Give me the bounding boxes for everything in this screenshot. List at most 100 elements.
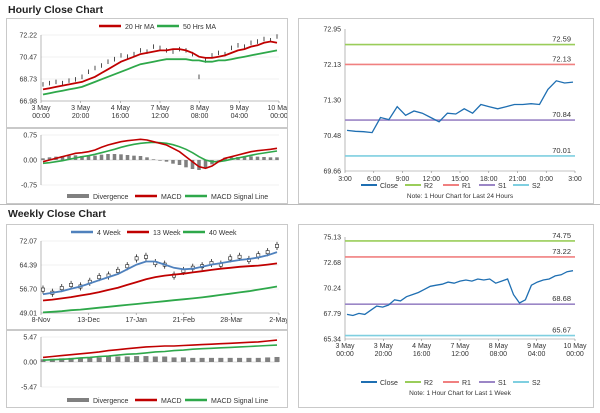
x-tick-label: 7 May [150,105,170,112]
y-tick-label: 75.13 [323,235,341,242]
legend-macd-label: MACD [161,398,182,405]
legend-13-week-label: 13 Week [153,230,181,237]
divergence-bar [246,357,252,362]
divergence-bar [59,358,65,362]
x-tick-label: 9 May [527,343,547,350]
chart-note: Note: 1 Hour Chart for Last 1 Week [409,390,512,397]
legend-divergence-swatch [67,398,89,402]
x-tick-label: 3:00 [338,176,352,183]
hourly-levels-panel: 72.95 72.13 71.30 70.48 69.66 3:00 6:00 9:00 12:… [298,18,594,204]
price-candle [97,275,102,280]
level-label-s2: 70.01 [552,146,571,155]
x-tick-label: 28-Mar [220,317,243,324]
x-tick-label: 0:00 [539,176,553,183]
x-tick-label: 9 May [230,105,250,112]
ma-20-line [42,40,278,91]
divergence-bar [162,356,168,362]
section-divider [0,204,600,205]
divergence-bar [274,356,280,362]
macd-signal-line [42,344,278,361]
divergence-bar [67,155,71,160]
divergence-bar [180,357,186,362]
divergence-bar [255,357,261,362]
x-tick-label: 4 May [111,105,131,112]
y-tick-label: 0.00 [23,360,37,367]
divergence-bar [171,160,175,164]
price-candle [237,254,242,259]
divergence-bar [216,160,221,161]
legend-4-week-label: 4 Week [97,230,121,237]
legend-s1-label: S1 [498,380,507,387]
legend-20hr-ma-label: 20 Hr MA [125,24,155,31]
x-tick-label: 08:00 [191,113,209,120]
divergence-bar [184,160,188,168]
divergence-bar [164,160,169,162]
week-40-line [42,285,278,314]
x-tick-label: 00:00 [32,113,50,120]
x-tick-label: 12:00 [151,113,169,120]
chart-note: Note: 1 Hour Chart for Last 24 Hours [407,193,514,200]
x-tick-label: 12:00 [422,176,440,183]
divergence-bar [87,357,93,362]
divergence-bar [227,357,233,362]
x-tick-label: 20:00 [375,351,393,358]
x-tick-label: 13-Dec [77,317,100,324]
divergence-bar [237,357,243,362]
divergence-bar [119,154,123,160]
price-candle [69,283,73,287]
legend-macd-signal-label: MACD Signal Line [211,194,268,201]
price-candle [134,256,139,261]
x-tick-label: 00:00 [270,113,287,120]
divergence-bar [99,154,104,160]
divergence-bar [125,155,130,160]
x-tick-label: 17-Jan [125,317,147,324]
y-tick-label: 65.34 [323,337,341,344]
divergence-bar [132,155,136,160]
y-tick-label: 67.79 [323,311,341,318]
divergence-bar [158,160,162,161]
weekly-macd-panel: 5.47 0.00 -5.47 Divergence MACD MACD Signal L… [6,330,288,408]
week-13-line [42,262,278,302]
y-tick-label: 70.24 [323,286,341,293]
divergence-bar [190,357,196,362]
y-tick-label: 56.70 [19,287,37,294]
legend-macd-signal-label: MACD Signal Line [211,398,268,405]
y-tick-label: 72.68 [323,260,341,267]
divergence-bar [47,157,52,160]
divergence-bar [143,356,149,362]
legend-r1-label: R1 [462,183,471,190]
y-tick-label: 72.07 [19,239,37,246]
x-tick-label: 18:00 [480,176,498,183]
legend-s2-label: S2 [532,183,541,190]
divergence-bar [190,160,195,169]
divergence-bar [115,356,121,362]
divergence-bar [86,156,91,160]
price-candle [125,264,130,269]
divergence-bar [41,158,45,160]
divergence-bar [96,357,102,362]
y-tick-label: -5.47 [21,385,37,392]
divergence-bar [151,159,156,160]
divergence-bar [124,356,130,362]
ma-50-line [42,49,278,96]
legend-40-week-label: 40 Week [209,230,237,237]
x-tick-label: 21:00 [509,176,527,183]
x-tick-label: 10 May [564,343,587,350]
divergence-bar [208,357,214,362]
level-label-s2: 65.67 [552,326,571,335]
weekly-levels-panel: 75.13 72.68 70.24 67.79 65.34 3 May 00:00 3 May… [298,224,594,408]
x-tick-label: 8 May [489,343,509,350]
x-tick-label: 04:00 [231,113,249,120]
x-tick-label: 2-May [269,317,287,324]
legend-divergence-label: Divergence [93,194,129,201]
divergence-bar [268,157,273,160]
x-tick-label: 4 May [412,343,432,350]
x-tick-label: 6:00 [367,176,381,183]
level-label-r2: 74.75 [552,231,571,240]
x-tick-label: 8 May [190,105,210,112]
close-line [346,270,574,317]
legend-macd-label: MACD [161,194,182,201]
